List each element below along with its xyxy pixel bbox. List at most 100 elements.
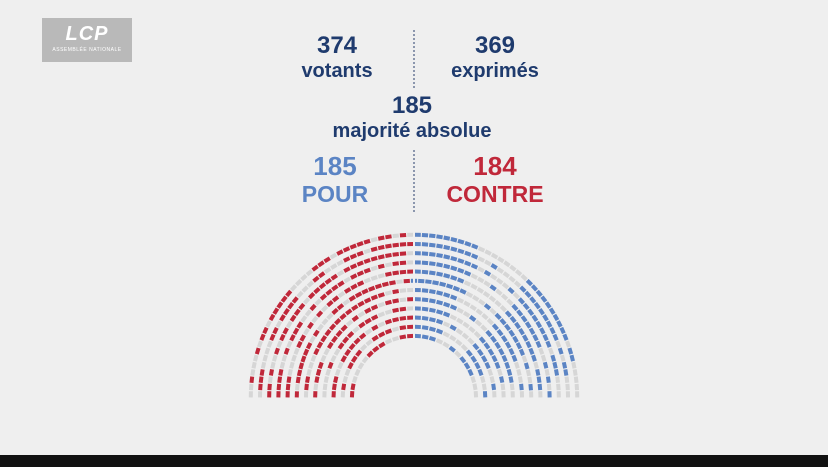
seat (525, 340, 532, 349)
seat (482, 291, 491, 298)
seat (287, 302, 295, 310)
seat (343, 276, 351, 284)
seat (548, 307, 556, 315)
seat (337, 342, 345, 350)
seat (327, 361, 334, 370)
seat (378, 341, 386, 349)
seat (377, 292, 385, 298)
seat (347, 331, 355, 339)
logo-text: LCP (65, 23, 109, 45)
seat (436, 299, 444, 306)
seat (308, 292, 316, 300)
seat (300, 273, 308, 282)
seat (520, 273, 528, 282)
seat (538, 307, 545, 316)
seat (371, 324, 379, 332)
seat (278, 369, 284, 376)
seat (457, 277, 465, 284)
seat (491, 383, 497, 391)
seat (494, 341, 502, 350)
seat (572, 369, 578, 376)
seat (392, 326, 400, 332)
seat (557, 347, 564, 355)
seat (295, 376, 301, 384)
seat (370, 314, 379, 321)
seat (316, 341, 324, 349)
seat (361, 288, 369, 295)
seat (536, 376, 542, 384)
seat (370, 265, 378, 272)
seat (259, 369, 265, 376)
seat (489, 284, 497, 292)
seat (309, 303, 317, 312)
seat (349, 243, 357, 250)
seat (445, 283, 454, 290)
seat (519, 285, 527, 293)
seat (527, 308, 535, 316)
seat (463, 270, 472, 277)
seat (421, 297, 429, 303)
seat (428, 335, 436, 342)
seat (381, 281, 389, 288)
seat (477, 266, 485, 273)
seat (260, 361, 267, 369)
seat (486, 318, 494, 326)
seat (552, 313, 560, 322)
seat (443, 244, 451, 251)
seat (363, 238, 371, 245)
seat (334, 368, 341, 377)
seat (377, 321, 386, 328)
seat (501, 282, 510, 290)
seat (525, 278, 534, 287)
seat (392, 270, 400, 276)
seat (269, 333, 276, 342)
seat (555, 340, 562, 348)
seat (326, 312, 334, 321)
seat (498, 348, 505, 356)
seat (490, 263, 498, 270)
seat (377, 235, 385, 241)
seat (564, 376, 570, 384)
seat (363, 248, 371, 255)
seat (313, 347, 320, 356)
seat (477, 276, 485, 284)
seat (544, 369, 550, 376)
seat (435, 338, 444, 345)
seat (303, 348, 310, 356)
seat (546, 383, 552, 391)
seat (336, 249, 344, 256)
seat (311, 264, 319, 272)
seat (370, 294, 378, 301)
seat (436, 309, 444, 315)
seat (442, 311, 451, 318)
seat (299, 334, 306, 342)
seat (370, 256, 378, 262)
seat (293, 308, 301, 316)
seat (461, 332, 470, 340)
seat (280, 295, 288, 303)
seat (279, 361, 286, 369)
seat (313, 286, 321, 295)
contre-value: 184 (473, 151, 517, 181)
seat (436, 290, 444, 296)
seat (560, 354, 566, 362)
seat (428, 307, 436, 313)
seat (342, 376, 348, 384)
seat (468, 326, 476, 334)
seat (450, 265, 458, 272)
seat (356, 250, 364, 257)
seat (384, 328, 393, 335)
seat (287, 368, 293, 376)
seat (550, 354, 556, 362)
seat (377, 263, 385, 270)
seat (528, 383, 533, 391)
seat (336, 303, 345, 311)
seat (276, 340, 283, 348)
seat (500, 293, 509, 301)
seat (457, 267, 465, 274)
seat (425, 279, 432, 285)
seat (345, 319, 354, 327)
seat (481, 313, 489, 321)
seat (342, 246, 351, 253)
seat (473, 331, 481, 339)
